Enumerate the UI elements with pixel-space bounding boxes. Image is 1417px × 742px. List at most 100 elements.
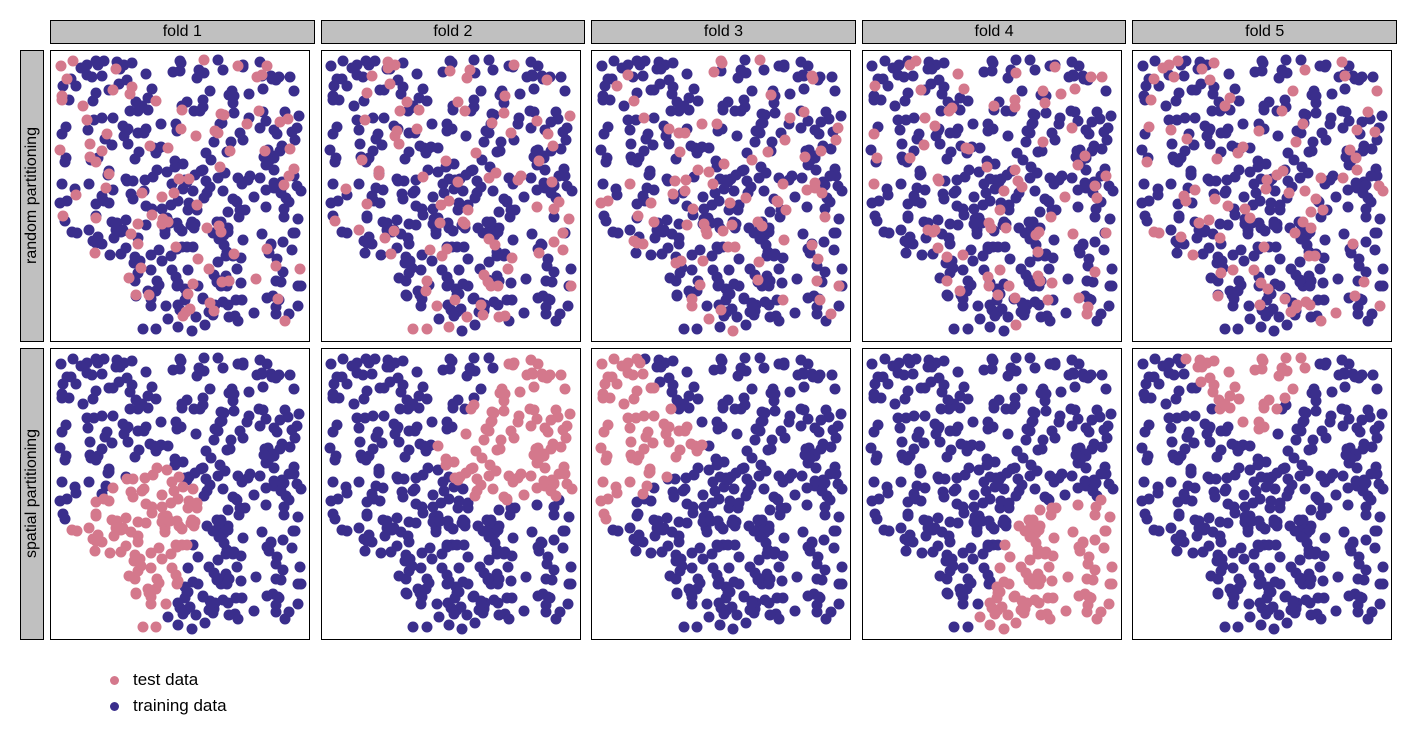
- test-point: [946, 103, 957, 114]
- test-point: [799, 107, 810, 118]
- train-point: [785, 88, 796, 99]
- train-point: [411, 517, 422, 528]
- train-point: [764, 504, 775, 515]
- test-point: [740, 193, 751, 204]
- train-point: [1374, 421, 1385, 432]
- train-point: [1204, 123, 1215, 134]
- train-point: [375, 85, 386, 96]
- test-point: [421, 323, 432, 334]
- test-point: [777, 295, 788, 306]
- train-point: [727, 518, 738, 529]
- train-point: [426, 416, 437, 427]
- train-point: [1369, 244, 1380, 255]
- test-point: [135, 263, 146, 274]
- train-point: [901, 413, 912, 424]
- train-point: [714, 619, 725, 630]
- train-point: [293, 512, 304, 523]
- train-point: [778, 533, 789, 544]
- train-point: [1234, 165, 1245, 176]
- train-point: [505, 205, 516, 216]
- panel-spatial-fold5: [1132, 348, 1392, 640]
- train-point: [554, 606, 565, 617]
- test-point: [1255, 299, 1266, 310]
- test-point: [1187, 249, 1198, 260]
- train-point: [1040, 491, 1051, 502]
- train-point: [208, 435, 219, 446]
- train-point: [1333, 571, 1344, 582]
- train-point: [527, 229, 538, 240]
- train-point: [747, 300, 758, 311]
- test-point: [632, 211, 643, 222]
- test-point: [503, 264, 514, 275]
- test-point: [626, 436, 637, 447]
- test-point: [1276, 362, 1287, 373]
- train-point: [1137, 197, 1148, 208]
- test-point: [1000, 539, 1011, 550]
- train-point: [724, 265, 735, 276]
- test-point: [67, 55, 78, 66]
- train-point: [355, 436, 366, 447]
- test-point: [401, 96, 412, 107]
- test-point: [1315, 316, 1326, 327]
- test-point: [361, 198, 372, 209]
- train-point: [208, 137, 219, 148]
- train-point: [270, 308, 281, 319]
- test-point: [280, 316, 291, 327]
- train-point: [260, 482, 271, 493]
- test-point: [214, 162, 225, 173]
- train-point: [230, 592, 241, 603]
- train-point: [546, 575, 557, 586]
- train-point: [416, 264, 427, 275]
- train-point: [1372, 227, 1383, 238]
- test-point: [121, 541, 132, 552]
- test-point: [1158, 63, 1169, 74]
- train-point: [1343, 499, 1354, 510]
- train-point: [952, 124, 963, 135]
- train-point: [1375, 281, 1386, 292]
- train-point: [1067, 471, 1078, 482]
- test-point: [637, 368, 648, 379]
- test-point: [151, 621, 162, 632]
- test-point: [532, 116, 543, 127]
- train-point: [1265, 265, 1276, 276]
- train-point: [400, 153, 411, 164]
- train-point: [1026, 460, 1037, 471]
- train-point: [665, 106, 676, 117]
- train-point: [1291, 435, 1302, 446]
- train-point: [972, 228, 983, 239]
- train-point: [649, 112, 660, 123]
- train-point: [181, 241, 192, 252]
- train-point: [198, 102, 209, 113]
- test-point: [988, 100, 999, 111]
- train-point: [709, 486, 720, 497]
- test-point: [681, 175, 692, 186]
- test-point: [440, 156, 451, 167]
- train-point: [919, 410, 930, 421]
- train-point: [1040, 406, 1051, 417]
- test-point: [704, 313, 715, 324]
- test-point: [107, 483, 118, 494]
- test-point: [815, 294, 826, 305]
- test-point: [1303, 251, 1314, 262]
- test-point: [669, 176, 680, 187]
- test-point: [543, 128, 554, 139]
- train-point: [1046, 425, 1057, 436]
- test-point: [111, 63, 122, 74]
- test-point: [728, 326, 739, 337]
- train-point: [778, 477, 789, 488]
- train-point: [774, 316, 785, 327]
- train-point: [447, 398, 458, 409]
- train-point: [559, 85, 570, 96]
- facet-grid: fold 1 fold 2 fold 3 fold 4 fold 5 rando…: [20, 20, 1397, 640]
- train-point: [1298, 406, 1309, 417]
- train-point: [747, 598, 758, 609]
- train-point: [519, 192, 530, 203]
- test-point: [224, 145, 235, 156]
- train-point: [223, 206, 234, 217]
- train-point: [463, 551, 474, 562]
- train-point: [228, 491, 239, 502]
- test-point: [1045, 614, 1056, 625]
- train-point: [1004, 253, 1015, 264]
- test-point: [807, 240, 818, 251]
- train-point: [834, 512, 845, 523]
